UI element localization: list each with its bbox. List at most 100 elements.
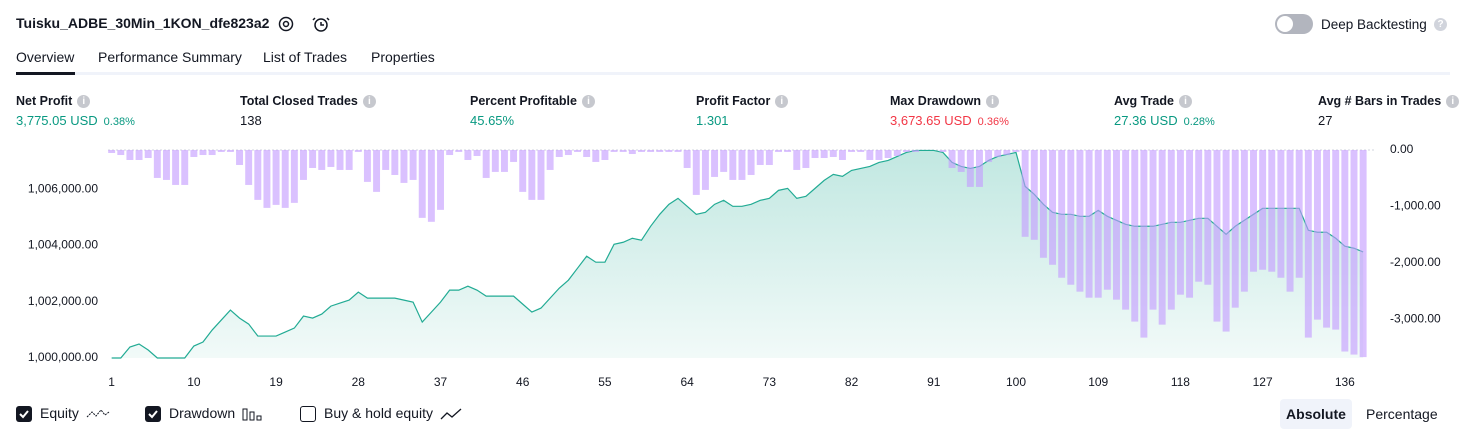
drawdown-bar	[1359, 150, 1367, 358]
drawdown-bar	[674, 150, 682, 152]
drawdown-bar	[848, 150, 856, 152]
drawdown-bar	[574, 150, 582, 152]
drawdown-bar	[236, 150, 244, 165]
metric-value-text: 45.65%	[470, 113, 515, 128]
legend-equity[interactable]: Equity	[16, 405, 111, 423]
tab-divider	[16, 72, 1450, 75]
drawdown-bar	[838, 150, 846, 160]
drawdown-bar	[802, 150, 810, 168]
metric-label-text: Max Drawdown	[890, 94, 981, 108]
drawdown-bar	[537, 150, 545, 200]
drawdown-bar	[756, 150, 764, 165]
metric-value-text: 27	[1318, 113, 1333, 128]
metric-value-text: 1.301	[696, 113, 729, 128]
drawdown-bar	[1313, 150, 1321, 320]
help-icon[interactable]: ?	[1434, 18, 1447, 31]
drawdown-bar	[1176, 150, 1184, 295]
drawdown-bar	[720, 150, 728, 172]
tab[interactable]: Overview	[16, 49, 74, 65]
drawdown-bar	[1204, 150, 1212, 285]
checkbox[interactable]	[16, 406, 32, 423]
drawdown-bar	[245, 150, 253, 185]
drawdown-bar	[318, 150, 326, 170]
drawdown-bar	[1195, 150, 1203, 282]
drawdown-bar	[701, 150, 709, 190]
settings-icon[interactable]	[278, 16, 294, 32]
metric-label-text: Avg # Bars in Trades	[1318, 94, 1442, 108]
drawdown-bar	[1039, 150, 1047, 258]
info-icon: i	[77, 95, 91, 109]
tab[interactable]: Performance Summary	[98, 49, 242, 65]
legend-label: Buy & hold equity	[324, 405, 433, 421]
active-tab-underline	[16, 72, 75, 75]
metric-value: 27.36 USD 0.28%	[1114, 113, 1215, 128]
metric-value-text: 3,673.65 USD	[890, 113, 972, 128]
checkbox[interactable]	[145, 406, 161, 423]
drawdown-bar	[1323, 150, 1331, 328]
drawdown-bar	[327, 150, 335, 167]
drawdown-bar	[793, 150, 801, 170]
y-tick-label: 1,002,000.00	[28, 294, 98, 308]
x-tick-label: 100	[1006, 375, 1026, 389]
drawdown-bar	[1167, 150, 1175, 310]
drawdown-bar	[948, 150, 956, 168]
tab-label: Performance Summary	[98, 49, 242, 65]
drawdown-bar	[729, 150, 737, 180]
y2-tick-label: -3,000.00	[1390, 311, 1441, 325]
drawdown-bar	[647, 150, 655, 152]
drawdown-bar	[1186, 150, 1194, 298]
metric-label-text: Profit Factor	[696, 94, 771, 108]
drawdown-bar	[610, 150, 618, 152]
drawdown-bar	[1103, 150, 1111, 290]
x-tick-label: 73	[763, 375, 777, 389]
drawdown-bar	[1076, 150, 1084, 292]
drawdown-bar	[482, 150, 490, 178]
drawdown-bar	[738, 150, 746, 180]
drawdown-bar	[427, 150, 435, 222]
legend-label: Equity	[40, 405, 79, 421]
drawdown-bar	[1304, 150, 1312, 338]
drawdown-bar	[628, 150, 636, 155]
drawdown-bar	[300, 150, 307, 180]
metric-value: 27	[1318, 113, 1332, 128]
strategy-title: Tuisku_ADBE_30Min_1KON_dfe823a2	[16, 15, 270, 31]
drawdown-bar	[117, 150, 125, 156]
drawdown-bar	[683, 150, 691, 168]
tab[interactable]: Properties	[371, 49, 435, 65]
drawdown-bar	[619, 150, 627, 152]
metric-value: 138	[240, 113, 262, 128]
equity-area	[111, 150, 1364, 358]
drawdown-bar	[1049, 150, 1057, 265]
y-tick-label: 1,006,000.00	[28, 182, 98, 196]
drawdown-bar	[345, 150, 353, 170]
mode-button[interactable]: Percentage	[1366, 406, 1438, 422]
metric-percent: 0.36%	[977, 116, 1009, 128]
drawdown-bar	[144, 150, 152, 159]
legend-buy-hold[interactable]: Buy & hold equity	[300, 405, 463, 423]
drawdown-bar	[254, 150, 262, 200]
drawdown-bar	[135, 150, 143, 160]
alert-icon[interactable]	[312, 17, 330, 32]
drawdown-bar	[1268, 150, 1276, 272]
drawdown-bar	[784, 150, 792, 152]
drawdown-bar	[272, 150, 280, 205]
mode-button-active[interactable]: Absolute	[1280, 399, 1352, 429]
checkbox[interactable]	[300, 406, 316, 423]
drawdown-bar	[1149, 150, 1157, 310]
drawdown-bar	[939, 150, 947, 152]
drawdown-bar	[1341, 150, 1349, 352]
metric-value-text: 3,775.05 USD	[16, 113, 98, 128]
drawdown-bar	[546, 150, 554, 170]
metric-value: 3,775.05 USD 0.38%	[16, 113, 135, 128]
drawdown-bar	[491, 150, 499, 172]
tab[interactable]: List of Trades	[263, 49, 347, 65]
legend-drawdown[interactable]: Drawdown	[145, 405, 263, 423]
drawdown-bar	[1231, 150, 1239, 308]
drawdown-bar	[994, 150, 1002, 157]
tab-label: Properties	[371, 49, 435, 65]
drawdown-bar	[500, 150, 508, 172]
y2-tick-label: 0.00	[1390, 142, 1414, 156]
drawdown-bar	[857, 150, 865, 152]
toggle[interactable]	[1274, 13, 1314, 35]
drawdown-bar	[1222, 150, 1230, 332]
